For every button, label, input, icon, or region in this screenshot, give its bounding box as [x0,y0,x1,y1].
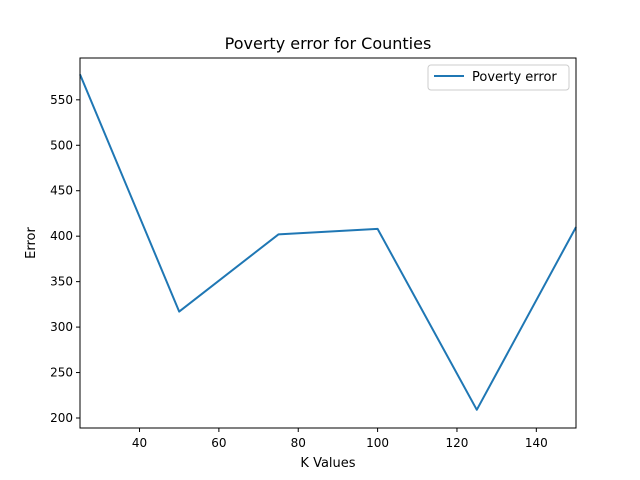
x-tick-label: 140 [525,436,548,450]
y-tick-label: 250 [50,366,73,380]
legend-label: Poverty error [472,70,557,85]
y-axis-label: Error [24,227,39,259]
plot-area-frame [79,57,577,429]
y-tick-label: 350 [50,275,73,289]
chart-title: Poverty error for Counties [225,34,432,53]
x-tick-label: 60 [211,436,226,450]
y-tick-label: 550 [50,93,73,107]
series-layer [79,74,577,411]
y-tick-label: 400 [50,229,73,243]
series-line [79,74,577,411]
y-tick-label: 200 [50,411,73,425]
x-axis-label: K Values [300,456,355,471]
x-tick-label: 120 [446,436,469,450]
y-tick-label: 450 [50,184,73,198]
x-axis-ticks: 40 60 80 100 120 140 [132,428,548,450]
y-tick-label: 500 [50,138,73,152]
y-axis-ticks: 200 250 300 350 400 450 500 550 [50,93,80,425]
x-tick-label: 100 [366,436,389,450]
y-tick-label: 300 [50,320,73,334]
x-tick-label: 40 [132,436,147,450]
legend: Poverty error [427,64,570,91]
legend-box [427,64,570,91]
x-tick-label: 80 [291,436,306,450]
